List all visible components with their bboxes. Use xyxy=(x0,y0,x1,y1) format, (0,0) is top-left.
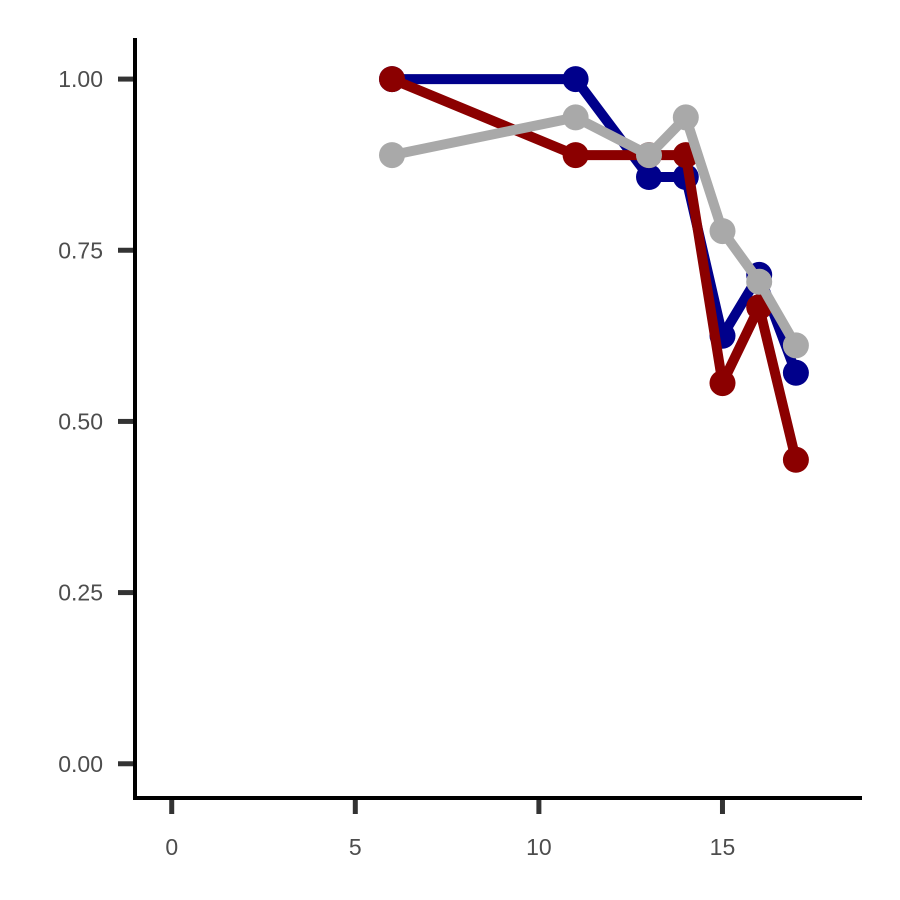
series-3-point xyxy=(782,332,809,359)
x-tick-label: 0 xyxy=(165,834,178,860)
series-3-point xyxy=(562,104,589,131)
series-3 xyxy=(379,104,809,359)
series-3-point xyxy=(709,218,736,245)
series-2-point xyxy=(379,66,405,93)
series-2-line xyxy=(390,74,801,461)
ticks-layer: 0 5 10 15 0.00 0.25 0.50 0.75 1.00 xyxy=(58,66,735,860)
x-tick-label: 15 xyxy=(710,834,736,860)
y-tick-label: 0.75 xyxy=(58,237,103,263)
series-1-point xyxy=(562,66,589,93)
series-2-point xyxy=(562,142,589,169)
series-3-point xyxy=(379,142,405,169)
y-tick-label: 0.00 xyxy=(58,751,103,777)
y-tick-label: 0.25 xyxy=(58,580,103,606)
series-2-point xyxy=(782,446,809,473)
y-tick-label: 0.50 xyxy=(58,408,103,434)
series-1-point xyxy=(636,164,662,190)
series-2-point xyxy=(709,370,736,397)
series-1-point xyxy=(782,359,809,386)
series-3-point xyxy=(672,104,699,131)
x-tick-label: 10 xyxy=(526,834,552,860)
series-3-point xyxy=(746,268,773,295)
y-tick-label: 1.00 xyxy=(58,66,103,92)
series-layer xyxy=(379,66,809,473)
series-3-point xyxy=(636,142,662,169)
axes-layer xyxy=(133,38,862,800)
x-tick-label: 5 xyxy=(349,834,362,860)
